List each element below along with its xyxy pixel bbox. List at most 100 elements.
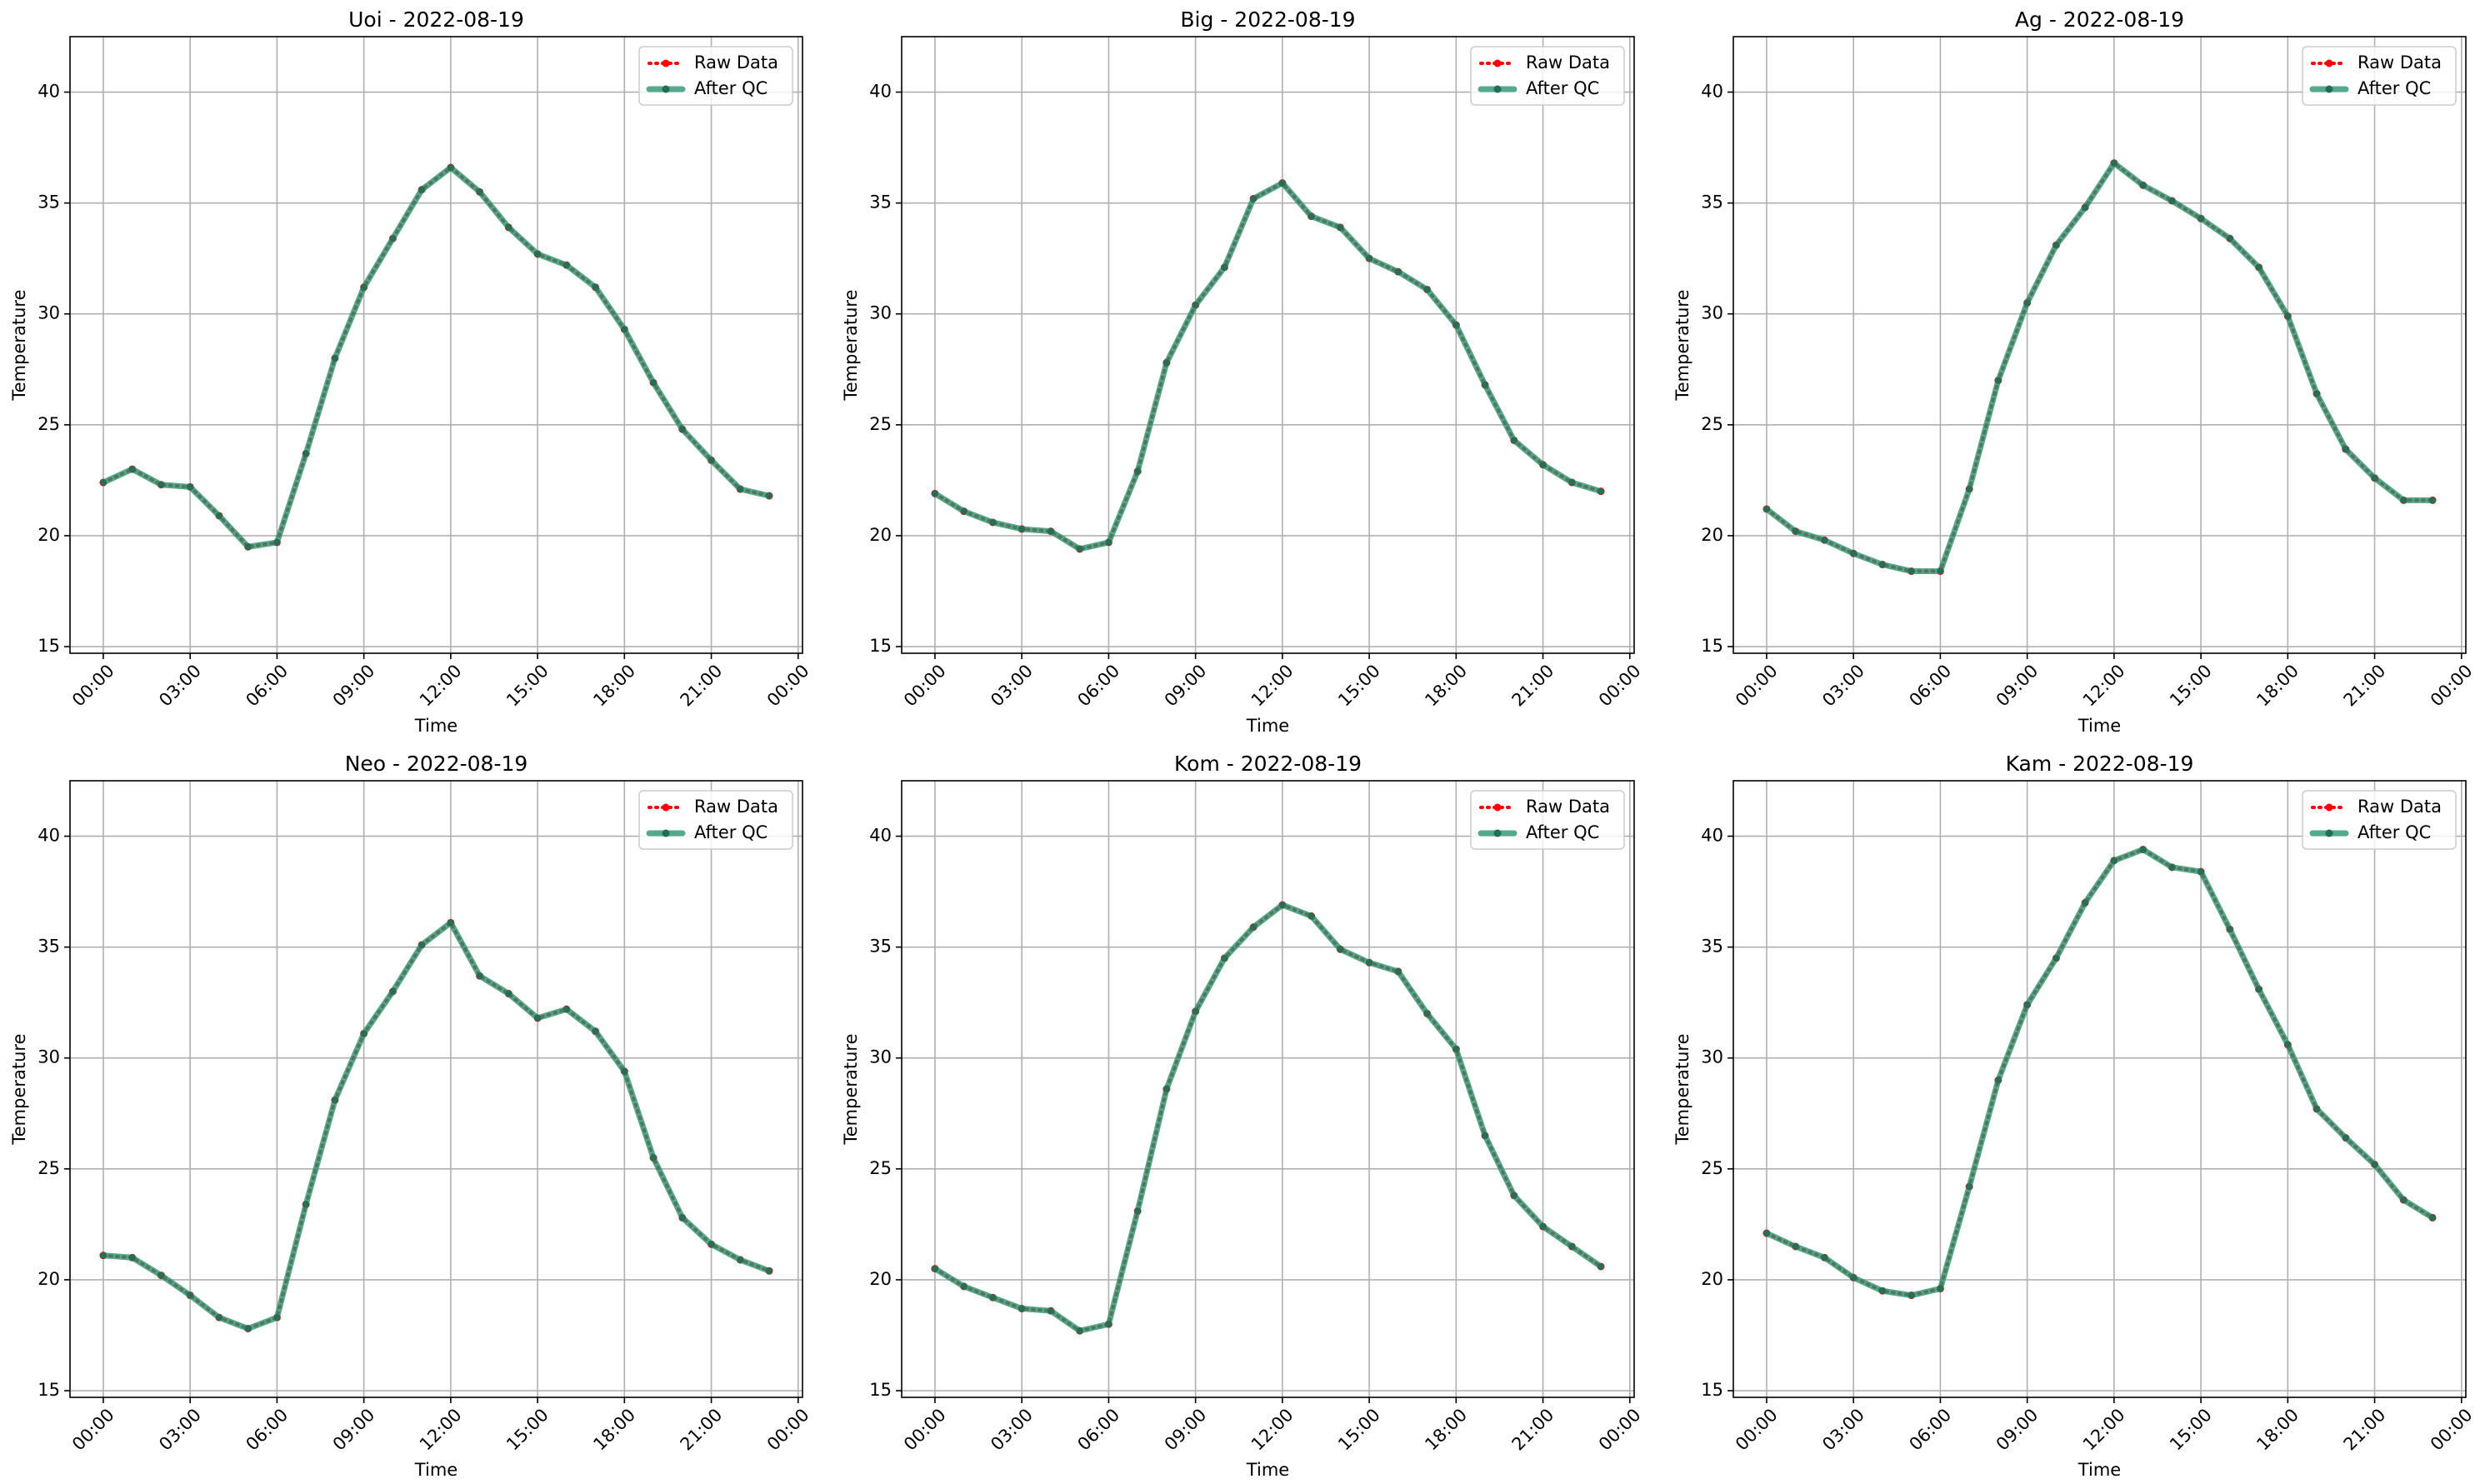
x-tick-label: 00:00 (1595, 1405, 1645, 1455)
x-tick-label: 18:00 (589, 661, 639, 711)
y-tick-label: 15 (38, 1380, 60, 1400)
series-line (1763, 847, 2436, 1299)
x-axis-label: Time (414, 1460, 458, 1480)
data-point (534, 250, 542, 257)
subplot: 15 20 25 30 35 40 00:00 03:00 06:00 09:00 12:00 15:… (1672, 752, 2477, 1480)
y-tick-label: 20 (869, 525, 892, 545)
y-tick-label: 25 (1701, 414, 1723, 434)
data-point (1308, 212, 1315, 220)
legend-label: After QC (694, 822, 768, 842)
x-tick-label: 06:00 (1905, 1405, 1955, 1455)
data-point (989, 518, 997, 526)
plot-area (902, 781, 1634, 1397)
x-tick-label: 12:00 (2079, 661, 2129, 711)
chart-title: Ag - 2022-08-19 (2015, 7, 2184, 32)
data-point (708, 457, 715, 464)
data-point (1423, 1010, 1431, 1017)
x-tick-label: 15:00 (502, 1405, 552, 1455)
data-point (389, 987, 397, 995)
data-point (418, 186, 426, 193)
data-point (1821, 1254, 1828, 1262)
data-point (244, 1325, 252, 1332)
y-tick-label: 25 (869, 414, 892, 434)
x-tick-label: 00:00 (68, 1405, 118, 1455)
data-point (2255, 986, 2262, 993)
y-tick-label: 25 (869, 1158, 892, 1178)
plot-area (1733, 781, 2466, 1397)
data-point (1878, 561, 1886, 568)
chart-title: Kom - 2022-08-19 (1174, 752, 1362, 776)
x-axis-label: Time (2078, 716, 2121, 736)
data-point (2284, 312, 2292, 320)
x-axis-label: Time (1246, 1460, 1289, 1480)
x-tick-label: 15:00 (1334, 661, 1384, 711)
x-tick-label: 03:00 (1818, 1405, 1868, 1455)
data-point (1047, 1307, 1054, 1315)
data-point (2284, 1041, 2292, 1048)
data-point (1762, 1230, 1770, 1237)
legend-label: After QC (1526, 822, 1599, 842)
legend-marker (662, 803, 670, 812)
x-tick-label: 00:00 (1732, 1405, 1782, 1455)
x-tick-label: 15:00 (2166, 661, 2216, 711)
subplot: 15 20 25 30 35 40 00:00 03:00 06:00 09:00 12:00 15:… (1672, 7, 2477, 736)
data-point (562, 262, 570, 269)
y-tick-label: 40 (1701, 82, 1723, 102)
data-point (1966, 1183, 1973, 1191)
x-tick-label: 09:00 (1992, 661, 2042, 711)
x-tick-label: 03:00 (155, 661, 205, 711)
y-tick-label: 25 (38, 1158, 60, 1178)
data-point (1878, 1287, 1886, 1295)
x-tick-label: 00:00 (900, 1405, 950, 1455)
data-point (1452, 322, 1460, 329)
data-point (1937, 567, 1944, 575)
data-point (2313, 390, 2321, 397)
data-point (1539, 1223, 1547, 1231)
data-point (1598, 1262, 1605, 1270)
series-line (932, 180, 1604, 552)
x-tick-label: 00:00 (900, 661, 950, 711)
y-tick-label: 20 (38, 525, 60, 545)
data-point (621, 1067, 628, 1075)
x-tick-label: 12:00 (1248, 661, 1298, 711)
x-tick-label: 18:00 (2252, 1405, 2302, 1455)
data-point (1762, 505, 1770, 512)
data-point (187, 1292, 194, 1299)
legend-label: After QC (694, 78, 768, 98)
data-point (1994, 1077, 2002, 1084)
data-point (158, 481, 165, 488)
y-tick-label: 25 (38, 414, 60, 434)
legend-marker (1493, 803, 1502, 812)
x-tick-label: 00:00 (1595, 661, 1645, 711)
legend-label: Raw Data (1526, 797, 1610, 817)
data-point (2371, 1161, 2378, 1168)
x-tick-label: 00:00 (1732, 661, 1782, 711)
x-tick-label: 18:00 (589, 1405, 639, 1455)
data-point (389, 235, 397, 242)
data-point (2400, 1197, 2408, 1204)
data-point (331, 1097, 338, 1104)
data-point (678, 426, 686, 433)
y-tick-label: 25 (1701, 1158, 1723, 1178)
x-axis-label: Time (2078, 1460, 2121, 1480)
y-tick-label: 30 (38, 303, 60, 323)
data-point (1337, 946, 1344, 953)
data-point (1250, 195, 1258, 202)
x-tick-label: 15:00 (2166, 1405, 2216, 1455)
data-point (158, 1272, 165, 1279)
data-point (447, 919, 454, 927)
data-point (360, 1030, 368, 1037)
x-tick-label: 12:00 (416, 1405, 466, 1455)
x-tick-label: 09:00 (1161, 661, 1211, 711)
data-point (505, 990, 512, 997)
data-point (2255, 263, 2262, 271)
data-point (215, 1314, 222, 1322)
data-point (1539, 461, 1547, 468)
data-point (2023, 299, 2031, 307)
data-point (505, 223, 512, 231)
data-point (1192, 302, 1199, 309)
y-tick-label: 20 (1701, 1269, 1723, 1289)
data-point (2198, 868, 2205, 876)
legend-label: Raw Data (694, 797, 778, 817)
data-point (1994, 377, 2002, 384)
